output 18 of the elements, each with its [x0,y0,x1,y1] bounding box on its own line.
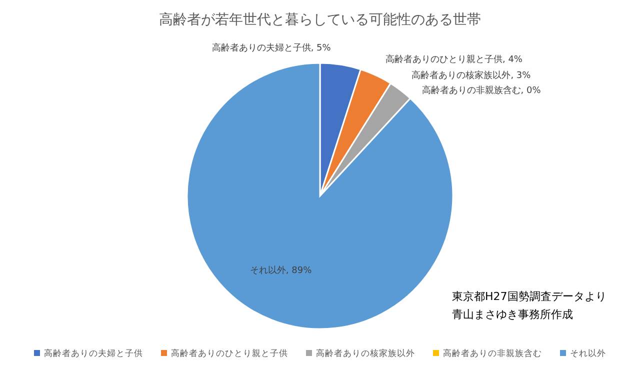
data-label: , 89% [286,266,312,276]
legend-label: 高齢者ありの夫婦と子供 [44,348,143,359]
legend-label: 高齢者ありのひとり親と子供 [171,348,288,359]
data-label: , 3% [510,71,532,82]
data-label: , 5% [310,44,332,54]
text: 東京都H27国勢調査データより [452,290,606,303]
slice-label: 高齢者ありの核家族以外 [412,70,511,82]
legend-label: それ以外 [570,348,606,359]
text: 青山まさゆき事務所作成 [452,308,573,321]
legend-label: 高齢者ありの核家族以外 [316,348,415,359]
slice-label: それ以外 [250,264,286,276]
data-label: , 4% [502,55,523,66]
slice-label: 高齢者ありの夫婦と子供 [212,42,311,54]
legend-label: 高齢者ありの非親族含む [443,348,542,359]
text: , 0% [520,86,541,96]
chart-title: 高齢者が若年世代と暮らしている可能性のある世帯 [159,12,481,28]
category-label: 高齢者ありの非親族含む [422,86,521,96]
slice-label: 高齢者ありのひとり親と子供 [385,54,502,66]
